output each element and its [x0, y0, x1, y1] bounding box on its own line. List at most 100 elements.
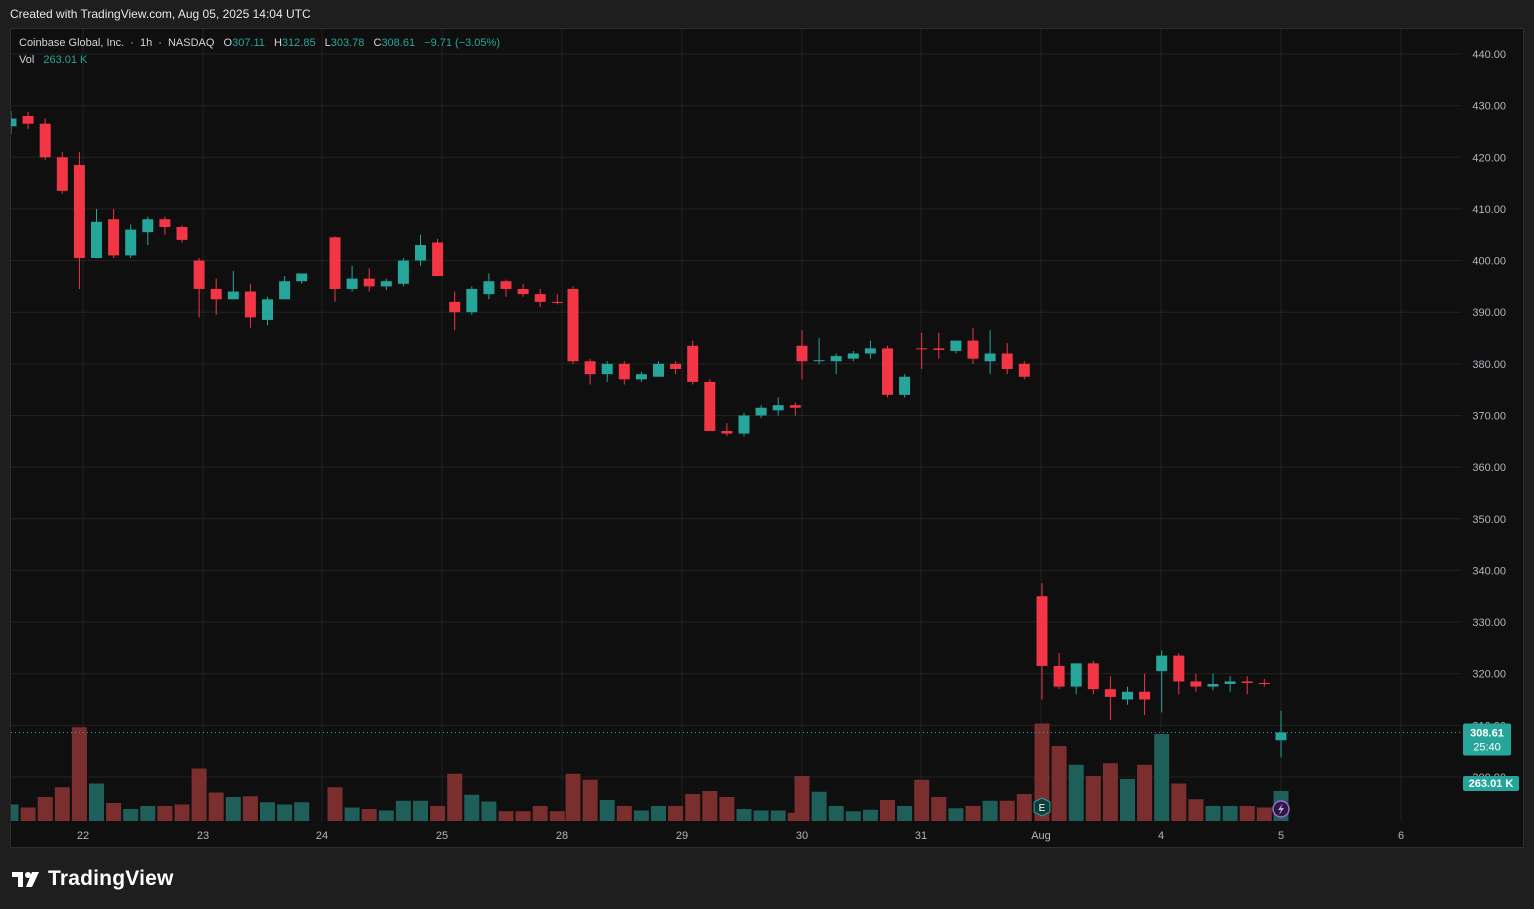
candle — [1001, 343, 1013, 375]
candle — [1070, 663, 1082, 695]
candle — [584, 358, 596, 385]
volume-bar — [515, 811, 531, 821]
candle-body — [1224, 681, 1236, 685]
candle-body — [1053, 665, 1065, 687]
candle-body — [789, 405, 801, 408]
candle — [601, 361, 613, 382]
candle-body — [1018, 363, 1030, 377]
volume-bar — [770, 810, 786, 821]
candle-body — [380, 281, 392, 287]
volume-bar — [845, 811, 861, 821]
candle — [1241, 676, 1253, 695]
candle-body — [11, 118, 17, 127]
tradingview-logo[interactable]: TradingView — [12, 866, 174, 892]
volume-bar — [1256, 807, 1272, 821]
volume-bar — [880, 800, 895, 821]
volume-bar — [1085, 776, 1101, 821]
candle — [56, 152, 68, 194]
candle-body — [483, 281, 495, 295]
candle — [933, 332, 945, 359]
volume-bar — [37, 797, 53, 821]
candle-body — [142, 219, 154, 233]
candlestick-chart[interactable]: 440.00 430.00 420.00 410.00 400.00 390.00 380.… — [11, 29, 1524, 848]
volume-bar — [413, 800, 428, 821]
volume-bar — [447, 773, 463, 821]
candle — [1275, 710, 1287, 758]
candle-body — [125, 229, 137, 256]
candle — [11, 110, 17, 135]
volume-bar — [651, 806, 666, 821]
candle-body — [39, 123, 51, 158]
symbol-name[interactable]: Coinbase Global, Inc. — [19, 37, 125, 49]
candle — [1018, 361, 1030, 380]
candle — [618, 361, 630, 385]
volume-bar — [999, 800, 1015, 821]
candle-body — [567, 288, 579, 362]
volume-bar — [1102, 763, 1118, 821]
time-tick-label: 28 — [556, 830, 568, 842]
candle — [1258, 678, 1270, 687]
time-tick-label: 31 — [915, 830, 927, 842]
high-label: H — [273, 37, 282, 49]
candle-body — [432, 242, 444, 277]
candle-body — [1241, 681, 1253, 683]
volume-bar — [71, 727, 87, 821]
candle — [363, 268, 375, 292]
price-tick-label: 330.00 — [1472, 617, 1506, 629]
candle-body — [534, 294, 546, 302]
price-tick-label: 400.00 — [1472, 256, 1506, 268]
price-tick-label: 410.00 — [1472, 204, 1506, 216]
interval-label[interactable]: 1h — [139, 37, 153, 49]
volume-bar — [1137, 764, 1153, 821]
candle — [1156, 650, 1168, 713]
candle — [483, 273, 495, 300]
candle — [380, 278, 392, 290]
volume-bar — [20, 807, 36, 821]
price-axis: 440.00 430.00 420.00 410.00 400.00 390.00 380.… — [1472, 49, 1506, 784]
candle-body — [279, 281, 291, 300]
candle-body — [882, 348, 893, 395]
candle — [73, 152, 85, 289]
last-price-badge-bg — [1463, 723, 1511, 756]
volume-bar — [395, 800, 411, 821]
time-tick-label: 5 — [1278, 830, 1284, 842]
time-tick-label: Aug — [1031, 830, 1051, 842]
candle-body — [108, 219, 120, 256]
candle — [950, 340, 962, 354]
lightning-event-icon[interactable] — [1272, 800, 1290, 818]
candle-body — [1122, 691, 1133, 700]
candle-body — [227, 291, 239, 300]
candle — [449, 291, 461, 331]
chart-frame[interactable]: 440.00 430.00 420.00 410.00 400.00 390.00 380.… — [10, 28, 1524, 848]
candle-body — [1275, 732, 1287, 741]
vol-label[interactable]: Vol — [19, 54, 35, 66]
volume-bar — [1222, 806, 1238, 821]
candle — [755, 405, 767, 419]
candle-body — [670, 363, 682, 370]
candle — [864, 340, 876, 359]
candle-body — [1190, 681, 1202, 687]
candle — [1173, 653, 1185, 695]
candle — [500, 279, 512, 297]
candle-body — [415, 245, 426, 261]
earnings-hexagon — [1033, 797, 1051, 817]
candle — [125, 224, 137, 258]
volume-bar — [11, 804, 19, 821]
earnings-marker-icon[interactable]: E — [1033, 797, 1051, 817]
volume-bar — [1188, 799, 1204, 821]
candle — [635, 371, 647, 382]
volume-bar — [736, 809, 752, 821]
candle — [39, 118, 51, 160]
volume-bar — [191, 768, 207, 821]
price-tick-label: 350.00 — [1472, 514, 1506, 526]
candle-body — [601, 363, 613, 375]
high-value: 312.85 — [281, 37, 316, 49]
low-value: 303.78 — [330, 37, 365, 49]
candle — [796, 330, 808, 380]
volume-bar — [811, 791, 827, 821]
candle — [91, 208, 102, 258]
candle — [1053, 653, 1065, 690]
volume-bar — [208, 792, 224, 821]
time-axis: 22 23 24 25 28 29 30 31 Aug 4 5 6 — [77, 830, 1404, 842]
candle — [899, 374, 911, 398]
